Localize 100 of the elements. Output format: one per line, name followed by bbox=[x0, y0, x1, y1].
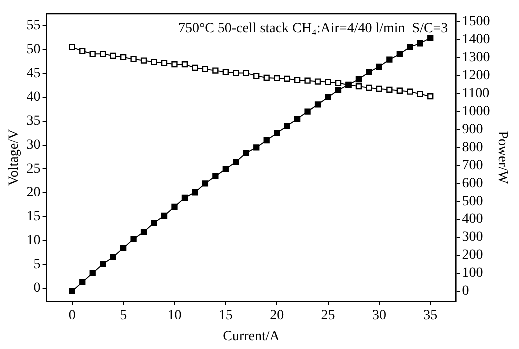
point bbox=[366, 69, 372, 76]
point bbox=[407, 44, 414, 50]
y2-tick-label: 600 bbox=[462, 176, 484, 192]
y2-tick-label: 1500 bbox=[462, 14, 490, 30]
point bbox=[314, 78, 322, 85]
point bbox=[202, 66, 209, 72]
point bbox=[325, 79, 332, 86]
y2-tick-label: 500 bbox=[462, 194, 484, 210]
point bbox=[100, 51, 106, 58]
point bbox=[417, 91, 424, 98]
point bbox=[356, 83, 362, 90]
y2-tick-label: 700 bbox=[462, 158, 484, 174]
y-tick-label: 40 bbox=[26, 90, 41, 106]
point bbox=[120, 54, 127, 61]
point bbox=[304, 108, 311, 115]
x-tick-label: 25 bbox=[321, 308, 336, 324]
y2-tick-label: 1200 bbox=[462, 68, 490, 84]
y2-tick-label: 100 bbox=[462, 266, 484, 282]
point bbox=[161, 60, 168, 66]
point bbox=[428, 94, 434, 100]
y2-tick-label: 1300 bbox=[462, 50, 490, 66]
point bbox=[376, 64, 383, 70]
x-axis-title: Current/A bbox=[223, 329, 281, 344]
y2-tick-label: 1100 bbox=[462, 86, 490, 102]
y-tick-label: 0 bbox=[34, 281, 41, 296]
point bbox=[192, 64, 198, 72]
x-tick-label: 20 bbox=[270, 308, 284, 324]
point bbox=[356, 76, 362, 83]
point bbox=[233, 70, 240, 76]
point bbox=[294, 77, 301, 84]
point bbox=[254, 144, 260, 151]
point bbox=[192, 190, 198, 196]
point bbox=[417, 40, 424, 47]
annotation: 750°C 50-cell stack CH₄:Air=4/40 l/min S/C=3 bbox=[178, 22, 448, 37]
y-tick-label: 5 bbox=[34, 257, 41, 272]
point bbox=[396, 51, 403, 58]
point bbox=[314, 102, 322, 108]
point bbox=[100, 261, 106, 268]
y-tick-label: 45 bbox=[26, 66, 41, 82]
point bbox=[222, 166, 229, 172]
point bbox=[233, 159, 240, 166]
y-tick-label: 50 bbox=[26, 42, 41, 58]
point bbox=[386, 86, 393, 93]
y-tick-label: 35 bbox=[26, 114, 41, 130]
y-tick-label: 20 bbox=[26, 186, 41, 201]
point bbox=[182, 194, 188, 202]
x-tick-label: 35 bbox=[424, 308, 438, 324]
point bbox=[335, 80, 342, 86]
point bbox=[254, 72, 260, 80]
point bbox=[130, 236, 137, 242]
point bbox=[69, 288, 76, 294]
point bbox=[243, 70, 250, 76]
point bbox=[130, 56, 137, 62]
x-tick-label: 0 bbox=[68, 308, 76, 324]
point bbox=[407, 88, 414, 95]
y2-tick-label: 200 bbox=[462, 248, 484, 264]
y2-axis-title: Power/W bbox=[494, 131, 510, 185]
point bbox=[140, 229, 148, 236]
point bbox=[304, 78, 311, 84]
point bbox=[120, 245, 127, 252]
point bbox=[151, 220, 158, 226]
point bbox=[161, 212, 168, 220]
point bbox=[294, 116, 301, 122]
point bbox=[140, 58, 148, 64]
point bbox=[69, 44, 76, 50]
point bbox=[284, 76, 290, 82]
point bbox=[110, 254, 116, 260]
point bbox=[212, 173, 219, 180]
point bbox=[110, 52, 116, 60]
point bbox=[264, 137, 270, 144]
x-tick-label: 5 bbox=[120, 308, 128, 324]
point bbox=[366, 84, 372, 92]
point bbox=[264, 74, 270, 82]
point bbox=[80, 279, 86, 286]
y2-tick-label: 400 bbox=[462, 212, 484, 228]
y2-tick-label: 1400 bbox=[462, 32, 490, 48]
point bbox=[182, 62, 188, 68]
point bbox=[172, 62, 178, 68]
y2-tick-label: 0 bbox=[462, 284, 470, 300]
y-tick-label: 30 bbox=[26, 138, 41, 153]
y-axis-title: Voltage/V bbox=[7, 129, 22, 186]
y2-tick-label: 900 bbox=[462, 122, 484, 138]
point bbox=[80, 48, 86, 54]
y-tick-label: 15 bbox=[26, 210, 41, 225]
point bbox=[284, 123, 290, 130]
point bbox=[386, 56, 393, 63]
point bbox=[243, 150, 250, 156]
point bbox=[172, 204, 178, 210]
point bbox=[428, 35, 434, 42]
point bbox=[90, 51, 96, 58]
point bbox=[90, 270, 96, 276]
y2-tick-label: 800 bbox=[462, 140, 484, 156]
y-tick-label: 10 bbox=[26, 233, 41, 248]
y2-tick-label: 1000 bbox=[462, 104, 490, 120]
x-tick-label: 30 bbox=[372, 308, 386, 324]
x-tick-label: 10 bbox=[168, 308, 182, 324]
point bbox=[151, 59, 158, 66]
point bbox=[335, 87, 342, 94]
point bbox=[212, 68, 219, 74]
point bbox=[222, 69, 229, 76]
